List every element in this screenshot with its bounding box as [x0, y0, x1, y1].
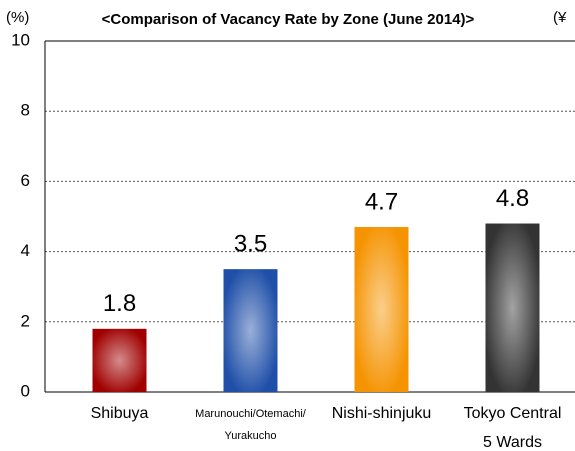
- y-tick-label: 0: [21, 381, 30, 400]
- bar-highlight: [92, 328, 147, 392]
- data-label: 3.5: [234, 230, 267, 257]
- data-label: 1.8: [103, 290, 136, 317]
- y-tick-label: 2: [21, 311, 30, 330]
- y-unit: (%): [6, 9, 29, 26]
- x-tick-label-line: Nishi-shinjuku: [332, 405, 432, 422]
- bar-highlight: [485, 223, 540, 392]
- x-tick-label-line: Shibuya: [91, 405, 149, 422]
- data-label: 4.7: [365, 188, 398, 215]
- bar-highlight: [223, 269, 278, 392]
- bar-highlight: [354, 227, 409, 392]
- data-label: 4.8: [496, 185, 529, 212]
- y-tick-label: 10: [11, 30, 30, 49]
- annotation: (¥: [553, 9, 567, 26]
- y-tick-label: 8: [21, 101, 30, 120]
- y-tick-label: 4: [21, 241, 30, 260]
- x-tick-label: Marunouchi/Otemachi/Yurakucho: [195, 408, 307, 442]
- x-tick-label: Shibuya: [91, 405, 149, 422]
- x-tick-label-line: 5 Wards: [483, 434, 542, 451]
- x-tick-label-line: Marunouchi/Otemachi/: [195, 408, 307, 420]
- x-tick-label: Nishi-shinjuku: [332, 405, 432, 422]
- x-tick-label-line: Tokyo Central: [464, 405, 562, 422]
- y-tick-label: 6: [21, 171, 30, 190]
- x-tick-label: Tokyo Central 5 Wards: [464, 405, 562, 451]
- x-tick-label-line: Yurakucho: [225, 430, 277, 442]
- chart-title: <Comparison of Vacancy Rate by Zone (Jun…: [102, 11, 475, 28]
